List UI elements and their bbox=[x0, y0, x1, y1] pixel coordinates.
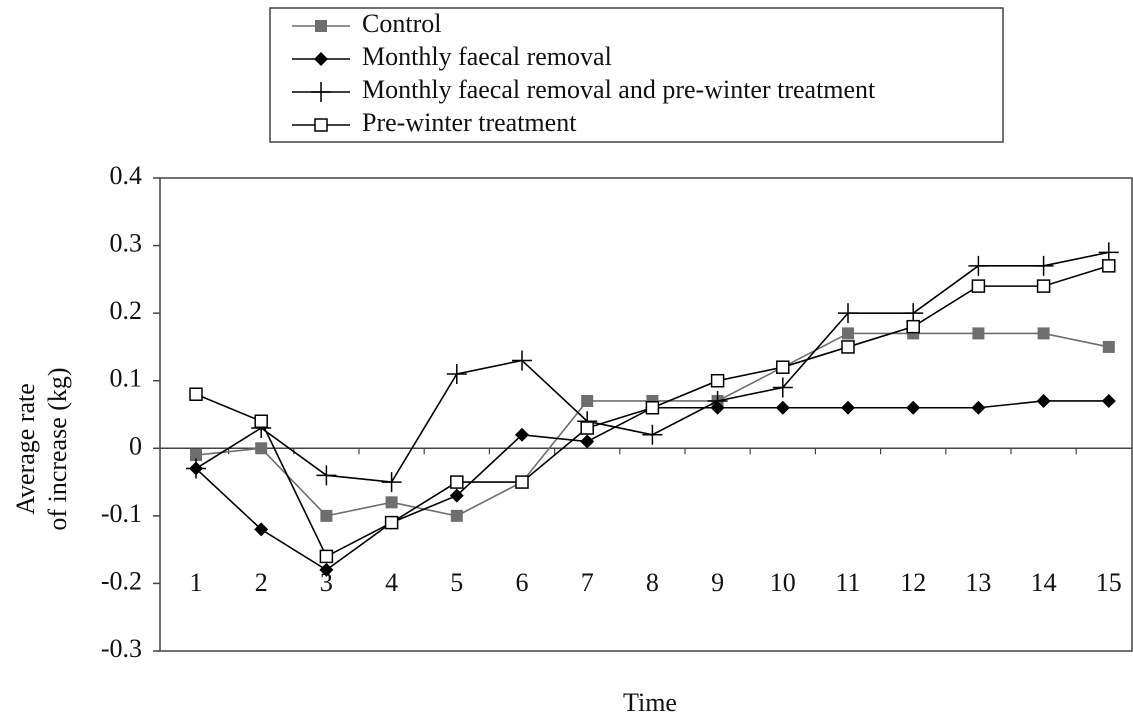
data-point bbox=[581, 394, 594, 407]
data-point bbox=[971, 279, 986, 293]
legend-box bbox=[269, 7, 1004, 143]
legend-label: Monthly faecal removal bbox=[362, 42, 612, 71]
legend-marker bbox=[314, 118, 328, 132]
x-tick-label: 13 bbox=[965, 568, 991, 597]
x-tick-label: 9 bbox=[711, 568, 724, 597]
legend-label: Pre-winter treatment bbox=[362, 108, 577, 137]
data-point bbox=[645, 400, 660, 415]
data-point bbox=[580, 421, 594, 435]
data-point bbox=[190, 449, 202, 462]
legend-label: Control bbox=[362, 9, 441, 38]
y-tick-label: 0 bbox=[129, 431, 142, 460]
data-point bbox=[1036, 279, 1051, 293]
data-point bbox=[254, 414, 268, 429]
plot-frame bbox=[159, 177, 1133, 652]
y-axis-label: Average rate bbox=[11, 383, 40, 515]
data-point bbox=[841, 340, 855, 354]
data-point bbox=[775, 400, 790, 415]
data-point bbox=[776, 360, 790, 374]
x-tick-label: 6 bbox=[516, 568, 529, 597]
data-point bbox=[1033, 255, 1054, 276]
data-point bbox=[842, 327, 854, 340]
legend-marker bbox=[314, 52, 328, 66]
y-tick-label: -0.1 bbox=[101, 499, 142, 528]
data-point bbox=[189, 387, 203, 401]
y-tick-label: 0.4 bbox=[110, 161, 143, 190]
data-point bbox=[450, 475, 464, 489]
x-tick-label: 3 bbox=[320, 568, 333, 597]
data-point bbox=[449, 488, 464, 503]
y-axis-label: of increase (kg) bbox=[43, 367, 72, 530]
data-point bbox=[772, 377, 793, 398]
data-point bbox=[906, 319, 920, 334]
data-point bbox=[515, 427, 529, 442]
data-point bbox=[707, 390, 728, 411]
y-tick-label: 0.1 bbox=[110, 364, 143, 393]
x-tick-label: 2 bbox=[255, 568, 268, 597]
data-point bbox=[319, 549, 334, 564]
data-point bbox=[1102, 259, 1116, 273]
data-point bbox=[446, 363, 467, 384]
data-point bbox=[841, 400, 855, 415]
data-point bbox=[319, 562, 334, 577]
data-point bbox=[1102, 340, 1115, 353]
y-tick-label: 0.3 bbox=[110, 229, 143, 258]
data-point bbox=[381, 472, 402, 493]
data-point bbox=[906, 400, 921, 415]
data-point bbox=[255, 442, 268, 455]
data-point bbox=[385, 496, 398, 509]
data-point bbox=[1101, 393, 1116, 408]
data-point bbox=[1036, 393, 1051, 408]
x-tick-label: 5 bbox=[450, 568, 463, 597]
x-tick-label: 4 bbox=[385, 568, 398, 597]
x-tick-label: 11 bbox=[835, 568, 860, 597]
data-point bbox=[710, 373, 725, 388]
x-tick-label: 1 bbox=[190, 568, 203, 597]
data-point bbox=[971, 400, 986, 415]
y-tick-label: -0.2 bbox=[101, 566, 142, 595]
data-point bbox=[642, 424, 663, 445]
data-point bbox=[838, 303, 858, 324]
data-point bbox=[512, 350, 532, 371]
data-point bbox=[450, 509, 463, 522]
data-point bbox=[968, 255, 989, 276]
data-point bbox=[972, 327, 985, 340]
x-tick-label: 7 bbox=[581, 568, 594, 597]
data-point bbox=[515, 475, 529, 489]
legend-label: Monthly faecal removal and pre-winter tr… bbox=[362, 75, 876, 104]
data-point bbox=[316, 465, 337, 486]
y-tick-label: -0.3 bbox=[101, 634, 142, 663]
x-tick-label: 14 bbox=[1031, 568, 1057, 597]
x-tick-label: 15 bbox=[1096, 568, 1122, 597]
legend-marker bbox=[311, 82, 331, 102]
data-point bbox=[320, 509, 333, 522]
x-tick-label: 8 bbox=[646, 568, 659, 597]
x-axis-label: Time bbox=[623, 688, 677, 717]
y-tick-label: 0.2 bbox=[110, 296, 143, 325]
data-point bbox=[1098, 242, 1119, 263]
data-point bbox=[384, 515, 399, 530]
series-line bbox=[195, 332, 1109, 517]
data-point bbox=[186, 458, 206, 479]
data-point bbox=[1037, 327, 1050, 340]
data-point bbox=[903, 303, 924, 324]
legend-marker bbox=[315, 20, 327, 32]
x-tick-label: 12 bbox=[900, 568, 926, 597]
x-tick-label: 10 bbox=[770, 568, 796, 597]
data-point bbox=[580, 434, 595, 449]
data-point bbox=[254, 522, 269, 537]
